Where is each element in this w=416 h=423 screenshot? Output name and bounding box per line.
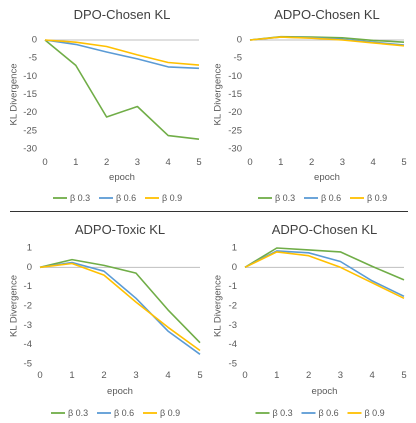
series-line-1 — [244, 247, 405, 281]
x-tick-label: 0 — [37, 370, 42, 381]
y-tick-label: -2 — [229, 301, 237, 312]
legend-label: β 0.9 — [367, 193, 387, 203]
chart-title: ADPO-Toxic KL — [75, 222, 165, 237]
x-tick-label: 5 — [401, 157, 406, 168]
x-axis-label: epoch — [314, 172, 340, 183]
y-tick-label: -4 — [24, 339, 32, 350]
y-tick-label: -5 — [29, 53, 37, 64]
x-tick-label: 1 — [278, 157, 283, 168]
legend-label: β 0.6 — [116, 193, 136, 203]
x-tick-label: 5 — [196, 157, 201, 168]
y-axis-label: KL Divergence — [213, 275, 224, 337]
chart-title: ADPO-Chosen KL — [274, 7, 380, 22]
x-tick-label: 1 — [274, 370, 279, 381]
x-tick-label: 3 — [135, 157, 140, 168]
x-tick-label: 4 — [371, 157, 376, 168]
y-tick-label: -30 — [228, 144, 242, 155]
y-tick-label: -3 — [24, 320, 32, 331]
series-line-2 — [39, 261, 201, 355]
x-tick-label: 2 — [101, 370, 106, 381]
chart-panel-3: ADPO-Toxic KL KL Divergence 1 0 -1 -2 -3 -4 -5 0 1… — [9, 222, 203, 418]
y-tick-label: -20 — [23, 107, 37, 118]
series-line-3 — [44, 39, 200, 66]
x-tick-label: 0 — [247, 157, 252, 168]
x-axis-label: epoch — [109, 172, 135, 183]
y-tick-label: -10 — [228, 71, 242, 82]
x-tick-label: 3 — [133, 370, 138, 381]
x-tick-label: 0 — [242, 370, 247, 381]
y-tick-label: 0 — [232, 262, 237, 273]
series-line-3 — [244, 251, 405, 300]
series-line-1 — [44, 39, 200, 140]
x-tick-label: 1 — [73, 157, 78, 168]
y-axis-label: KL Divergence — [9, 64, 20, 126]
y-axis-label: KL Divergence — [9, 275, 20, 337]
y-tick-label: -20 — [228, 107, 242, 118]
y-tick-label: -25 — [23, 125, 37, 136]
y-tick-label: -2 — [24, 301, 32, 312]
chart-panel-4: ADPO-Chosen KL KL Divergence 1 0 -1 -2 -3 -4 -5 0… — [213, 222, 407, 418]
y-tick-label: -25 — [228, 125, 242, 136]
chart-panel-1: DPO-Chosen KL KL Divergence 0 -5 -10 -15 -20 -2… — [9, 7, 202, 203]
chart-panel-2: ADPO-Chosen KL KL Divergence 0 -5 -10 -15 -20 -… — [213, 7, 407, 203]
x-tick-label: 2 — [104, 157, 109, 168]
legend-label: β 0.3 — [273, 408, 293, 418]
legend-label: β 0.3 — [70, 193, 90, 203]
panel-divider — [10, 211, 408, 212]
y-tick-label: -30 — [23, 144, 37, 155]
x-tick-label: 2 — [309, 157, 314, 168]
y-tick-label: -5 — [24, 359, 32, 370]
x-tick-label: 3 — [340, 157, 345, 168]
y-tick-label: -3 — [229, 320, 237, 331]
series-line-2 — [44, 39, 200, 70]
x-tick-label: 4 — [370, 370, 375, 381]
y-tick-label: 0 — [237, 35, 242, 46]
legend-label: β 0.3 — [68, 408, 88, 418]
series-line-3 — [249, 36, 405, 47]
legend-label: β 0.9 — [365, 408, 385, 418]
x-tick-label: 3 — [338, 370, 343, 381]
x-tick-label: 5 — [401, 370, 406, 381]
y-tick-label: -1 — [24, 281, 32, 292]
series-line-2 — [244, 250, 405, 298]
x-tick-label: 2 — [306, 370, 311, 381]
legend-label: β 0.9 — [160, 408, 180, 418]
chart-title: DPO-Chosen KL — [74, 7, 171, 22]
legend-label: β 0.6 — [321, 193, 341, 203]
y-tick-label: -5 — [229, 359, 237, 370]
legend-label: β 0.3 — [275, 193, 295, 203]
x-tick-label: 0 — [42, 157, 47, 168]
x-axis-label: epoch — [107, 386, 133, 397]
y-tick-label: -10 — [23, 71, 37, 82]
y-tick-label: 0 — [27, 262, 32, 273]
chart-title: ADPO-Chosen KL — [272, 222, 378, 237]
legend-label: β 0.6 — [114, 408, 134, 418]
legend-label: β 0.6 — [319, 408, 339, 418]
y-tick-label: -4 — [229, 339, 237, 350]
y-tick-label: 1 — [27, 243, 32, 254]
series-line-1 — [39, 258, 201, 344]
x-axis-label: epoch — [312, 386, 338, 397]
y-axis-label: KL Divergence — [213, 64, 224, 126]
x-tick-label: 1 — [69, 370, 74, 381]
y-tick-label: -5 — [234, 53, 242, 64]
y-tick-label: -15 — [228, 89, 242, 100]
x-tick-label: 4 — [166, 157, 171, 168]
legend-label: β 0.9 — [162, 193, 182, 203]
series-line-3 — [39, 262, 201, 352]
y-tick-label: -15 — [23, 89, 37, 100]
x-tick-label: 4 — [165, 370, 170, 381]
y-tick-label: 1 — [232, 243, 237, 254]
y-tick-label: -1 — [229, 281, 237, 292]
y-tick-label: 0 — [32, 35, 37, 46]
x-tick-label: 5 — [197, 370, 202, 381]
